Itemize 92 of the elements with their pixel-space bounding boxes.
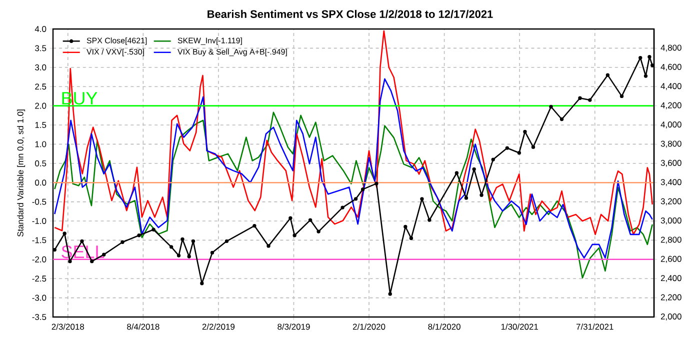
x-tick-label: 1/30/2021 <box>501 324 538 330</box>
point <box>252 224 256 228</box>
point <box>648 54 652 59</box>
point <box>588 98 592 102</box>
x-tick-label: 8/1/2020 <box>428 324 460 330</box>
line-series <box>54 78 654 259</box>
y-tick-label: -2.0 <box>32 256 46 262</box>
x-tick-label: 2/1/2020 <box>352 324 386 330</box>
point <box>505 146 510 150</box>
y2-tick-label: 3,200 <box>660 198 682 206</box>
point <box>224 239 229 244</box>
point <box>187 254 191 258</box>
point <box>176 254 181 258</box>
point <box>292 234 296 238</box>
point <box>137 234 141 238</box>
y-axis-title: Standard Variable [mn 0.0, sd 1.0] <box>17 110 26 237</box>
point <box>68 259 72 264</box>
y2-tick-label: 2,400 <box>660 275 682 282</box>
point <box>472 167 476 172</box>
point <box>404 224 408 229</box>
y-tick-label: -2.5 <box>32 276 46 282</box>
y2-tick-label: 2,000 <box>660 314 682 320</box>
y2-tick-label: 3,600 <box>660 160 682 167</box>
x-tick-label: 8/4/2018 <box>127 324 160 330</box>
point <box>90 259 94 264</box>
point <box>288 216 292 220</box>
point <box>606 73 610 77</box>
y2-tick-label: 3,000 <box>660 218 682 224</box>
line-series <box>54 112 654 278</box>
chart-title: Bearish Sentiment vs SPX Close 1/2/2018 to 12/17/2021 <box>208 10 493 18</box>
y-tick-label: 0.5 <box>35 160 46 166</box>
point <box>644 74 648 78</box>
point <box>620 94 624 98</box>
point <box>523 130 527 134</box>
line-series <box>54 30 654 236</box>
point <box>200 282 204 286</box>
point <box>308 218 312 222</box>
y-tick-label: 1.5 <box>35 122 46 128</box>
point <box>62 232 66 236</box>
point <box>428 218 432 222</box>
point <box>180 237 184 242</box>
point <box>638 56 642 60</box>
y-tick-label: 3.5 <box>35 45 46 52</box>
point <box>480 193 484 197</box>
y-tick-label: 2.0 <box>35 102 46 109</box>
point <box>388 292 392 296</box>
point <box>454 171 459 175</box>
y2-tick-label: 3,400 <box>660 179 682 186</box>
y2-tick-label: 4,000 <box>660 122 682 128</box>
y2-tick-label: 4,200 <box>660 102 682 110</box>
y-tick-label: 4.0 <box>34 26 46 32</box>
x-tick-label: 8/3/2019 <box>278 324 310 330</box>
y2-tick-label: 2,200 <box>660 294 682 302</box>
y2-tick-label: 2,800 <box>660 236 682 244</box>
point <box>409 236 414 240</box>
point <box>120 240 124 244</box>
point <box>152 228 156 232</box>
y-tick-label: -1.0 <box>32 218 46 224</box>
point <box>316 230 320 234</box>
point <box>354 197 358 201</box>
point <box>340 206 344 210</box>
point <box>560 117 564 122</box>
y-tick-label: 1.0 <box>35 141 46 148</box>
point <box>191 239 196 244</box>
y-tick-label: -3.0 <box>32 294 46 301</box>
y-tick-label: -1.5 <box>32 237 46 244</box>
point <box>531 145 536 149</box>
point <box>517 150 522 155</box>
point <box>266 244 270 248</box>
y2-tick-label: 2,600 <box>660 256 682 263</box>
y-tick-label: 3.0 <box>35 64 46 70</box>
y-tick-label: -3.5 <box>32 314 46 320</box>
point <box>360 187 365 192</box>
point <box>491 158 495 162</box>
x-tick-label: 2/3/2018 <box>52 324 84 330</box>
point <box>464 196 468 200</box>
point <box>169 245 174 249</box>
y2-tick-label: 3,800 <box>660 140 682 148</box>
y-tick-label: 0.0 <box>35 180 46 186</box>
x-tick-label: 7/31/2021 <box>576 324 614 330</box>
y-tick-label: 2.5 <box>35 84 46 90</box>
point <box>210 250 214 255</box>
point <box>80 239 84 244</box>
point <box>420 197 424 201</box>
y-tick-label: -0.5 <box>32 198 46 205</box>
point <box>374 182 378 186</box>
y2-tick-label: 4,800 <box>660 44 682 52</box>
x-tick-label: 2/2/2019 <box>202 324 235 330</box>
point <box>578 96 582 100</box>
y2-tick-label: 4,600 <box>660 64 682 71</box>
point <box>549 104 553 109</box>
y2-tick-label: 4,400 <box>660 83 682 90</box>
